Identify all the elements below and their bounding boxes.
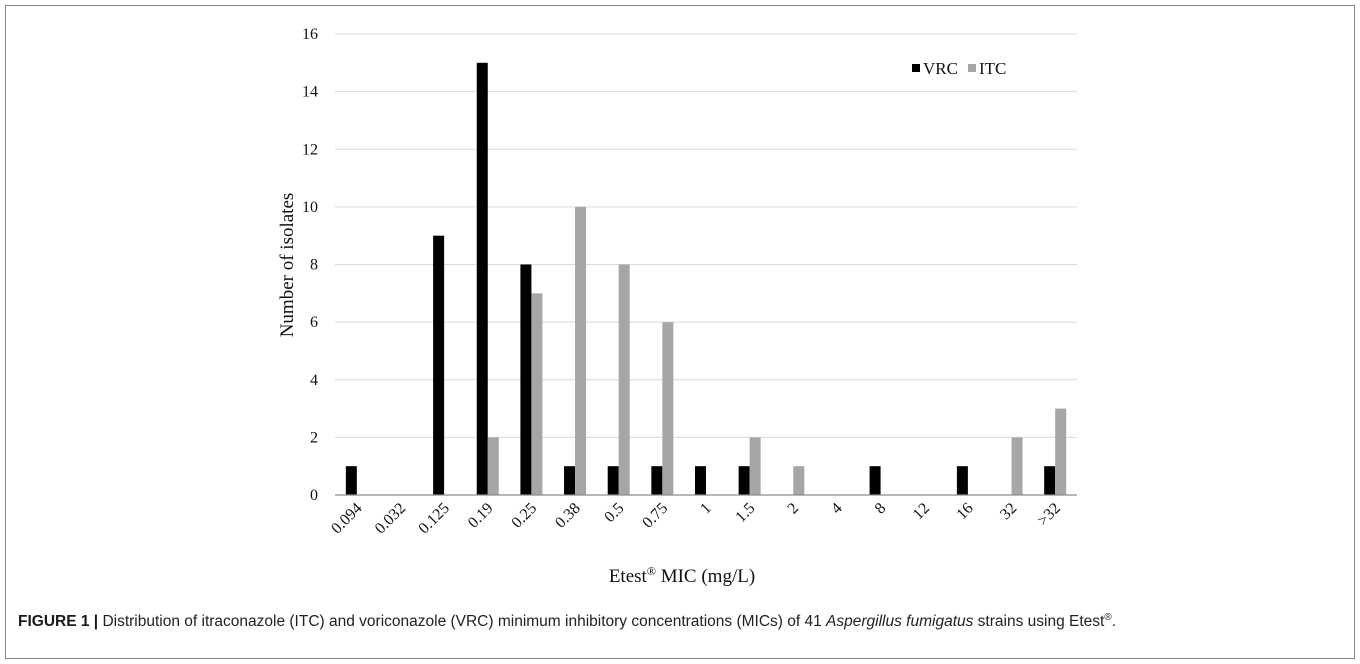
x-axis-title-mark: ® bbox=[647, 564, 656, 578]
bar-vrc bbox=[651, 466, 663, 495]
x-tick-label: >32 bbox=[1034, 500, 1064, 530]
y-tick-label: 0 bbox=[310, 487, 318, 504]
legend-label-vrc: VRC bbox=[923, 59, 958, 78]
bar-vrc bbox=[345, 466, 357, 495]
y-tick-label: 2 bbox=[310, 429, 318, 446]
x-tick-label: 1 bbox=[697, 500, 715, 518]
legend-swatch-itc bbox=[968, 64, 976, 72]
bars bbox=[345, 62, 1067, 495]
x-tick-label: 32 bbox=[997, 500, 1020, 523]
bar-itc bbox=[662, 322, 674, 495]
caption-label: FIGURE 1 bbox=[18, 613, 90, 631]
bar-itc bbox=[487, 437, 499, 495]
legend-label-itc: ITC bbox=[979, 59, 1006, 78]
x-axis-title-rest: MIC (mg/L) bbox=[656, 566, 755, 587]
bar-itc bbox=[618, 264, 630, 495]
y-tick-label: 14 bbox=[302, 84, 318, 101]
y-axis-ticks: 0 2 4 6 8 10 12 14 16 bbox=[302, 26, 318, 504]
caption-text-before: Distribution of itraconazole (ITC) and v… bbox=[98, 613, 827, 631]
caption-end: . bbox=[1111, 613, 1117, 631]
figure-caption: FIGURE 1 | Distribution of itraconazole … bbox=[18, 612, 1348, 631]
x-tick-label: 0.5 bbox=[601, 500, 627, 526]
x-tick-label: 8 bbox=[872, 500, 890, 518]
x-tick-label: 0.094 bbox=[328, 500, 365, 537]
y-tick-label: 12 bbox=[302, 141, 318, 158]
y-tick-label: 16 bbox=[302, 26, 318, 43]
gridlines bbox=[335, 33, 1077, 438]
bar-vrc bbox=[564, 466, 576, 495]
x-tick-label: 2 bbox=[784, 500, 802, 518]
bar-itc bbox=[1055, 408, 1067, 495]
x-tick-label: 0.125 bbox=[415, 500, 452, 537]
figure-frame bbox=[5, 5, 1355, 659]
bar-vrc bbox=[520, 264, 532, 495]
bar-vrc bbox=[476, 62, 488, 495]
x-tick-label: 0.25 bbox=[508, 500, 540, 532]
caption-text-after: strains using Etest bbox=[973, 613, 1105, 631]
caption-separator: | bbox=[93, 613, 99, 631]
x-tick-label: 0.19 bbox=[465, 500, 497, 532]
legend: VRC ITC bbox=[912, 59, 1006, 78]
bar-itc bbox=[1011, 437, 1023, 495]
x-axis-ticks: 0.094 0.032 0.125 0.19 0.25 0.38 0.5 0.75 1 1.5 2 4… bbox=[328, 500, 1064, 537]
x-tick-label: 12 bbox=[910, 500, 933, 523]
bar-itc bbox=[575, 206, 587, 495]
y-tick-label: 6 bbox=[310, 314, 318, 331]
bar-vrc bbox=[607, 466, 619, 495]
y-tick-label: 10 bbox=[302, 199, 318, 216]
legend-swatch-vrc bbox=[912, 64, 920, 72]
x-tick-label: 1.5 bbox=[732, 500, 758, 526]
x-tick-label: 4 bbox=[828, 500, 846, 518]
bar-itc bbox=[793, 466, 805, 495]
x-axis-title: Etest® MIC (mg/L) bbox=[609, 564, 755, 587]
x-axis-title-main: Etest bbox=[609, 566, 648, 587]
caption-species: Aspergillus fumigatus bbox=[826, 613, 974, 631]
y-tick-label: 8 bbox=[310, 257, 318, 274]
bar-itc bbox=[531, 293, 543, 495]
bar-itc bbox=[749, 437, 761, 495]
x-tick-label: 0.032 bbox=[372, 500, 409, 537]
x-tick-label: 0.38 bbox=[552, 500, 584, 532]
y-tick-label: 4 bbox=[310, 372, 318, 389]
caption-mark: ® bbox=[1104, 612, 1112, 623]
bar-vrc bbox=[695, 466, 706, 495]
bar-vrc bbox=[956, 466, 968, 495]
y-axis-title: Number of isolates bbox=[277, 193, 298, 338]
bar-vrc bbox=[433, 235, 445, 495]
x-tick-label: 16 bbox=[953, 500, 976, 523]
bar-vrc bbox=[1044, 466, 1056, 495]
bar-vrc bbox=[738, 466, 750, 495]
x-tick-label: 0.75 bbox=[639, 500, 671, 532]
bar-vrc bbox=[869, 466, 881, 495]
